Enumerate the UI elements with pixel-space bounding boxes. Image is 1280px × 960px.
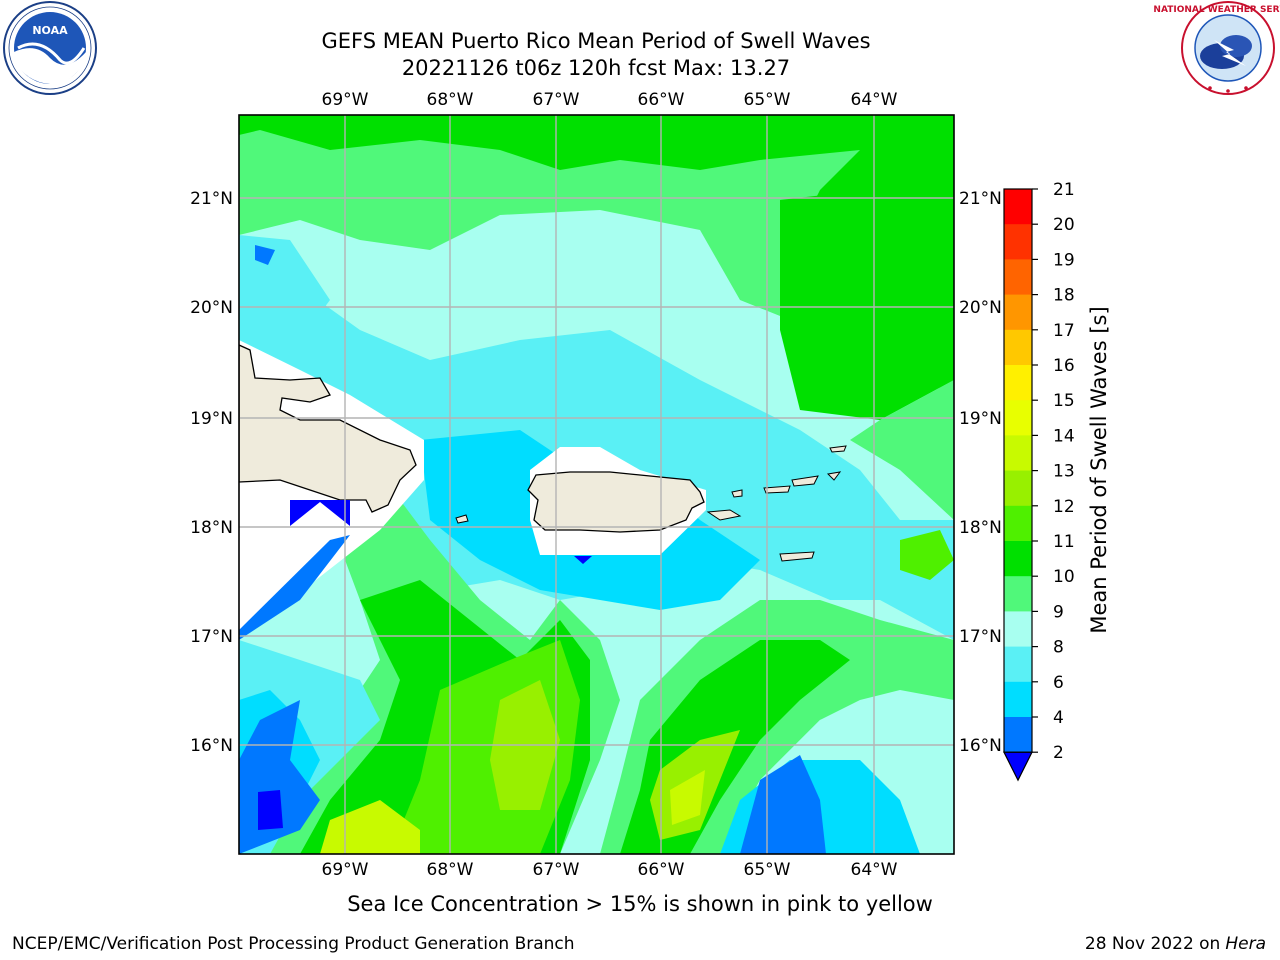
colorbar-tick-label: 12 — [1053, 497, 1075, 517]
field-9-10-north — [239, 115, 954, 400]
field-2-4-west-edge — [239, 535, 350, 640]
lat-label-left-1: 21°N — [190, 189, 233, 209]
field-9-10-east — [850, 380, 954, 520]
noaa-logo: NOAA — [3, 1, 97, 95]
field-under-2-southwest — [258, 790, 283, 830]
footer-machine: Hera — [1225, 934, 1266, 954]
land-tortola — [791, 475, 819, 487]
colorbar-band-11-12 — [1004, 505, 1032, 542]
colorbar-tick-label: 21 — [1053, 180, 1075, 200]
colorbar-tick-label: 6 — [1053, 673, 1064, 693]
colorbar-tick-label: 13 — [1053, 462, 1075, 482]
nws-ring-text: NATIONAL WEATHER SERVICE — [1153, 5, 1280, 15]
lat-label-right-5: 17°N — [959, 627, 1002, 647]
colorbar-band-17-18 — [1004, 294, 1032, 331]
colorbar-tick-label: 16 — [1053, 356, 1075, 376]
colorbar-band-15-16 — [1004, 365, 1032, 401]
footer-date: 28 Nov 2022 on — [1085, 934, 1220, 954]
colorbar-label: Mean Period of Swell Waves [s] — [1087, 306, 1111, 633]
colorbar-band-2-4 — [1004, 717, 1032, 753]
colorbar-band-6-8 — [1004, 646, 1032, 683]
chart-title: GEFS MEAN Puerto Rico Mean Period of Swe… — [321, 29, 870, 53]
colorbar-band-14-15 — [1004, 400, 1032, 436]
lon-label-top-2: 68°W — [427, 90, 474, 110]
lat-label-left-5: 17°N — [190, 627, 233, 647]
field-2-4-northwest — [255, 245, 275, 265]
colorbar-band-9-10 — [1004, 576, 1032, 612]
lat-label-left-4: 18°N — [190, 518, 233, 538]
colorbar-band-19-20 — [1004, 224, 1032, 260]
colorbar-tick-label: 4 — [1053, 708, 1064, 728]
sea-ice-note: Sea Ice Concentration > 15% is shown in … — [347, 892, 933, 916]
colorbar-tick-label: 17 — [1053, 321, 1075, 341]
lat-label-left-6: 16°N — [190, 736, 233, 756]
map-frame — [238, 114, 955, 855]
colorbar: 21 20 19 18 17 16 15 14 13 12 11 10 9 8 6 4 2 — [1003, 180, 1075, 782]
field-10-11-northeast — [780, 180, 954, 420]
nws-logo: NATIONAL WEATHER SERVICE — [1153, 1, 1280, 95]
colorbar-tick-label: 9 — [1053, 602, 1064, 622]
lon-label-top-4: 66°W — [638, 90, 685, 110]
colorbar-band-16-17 — [1004, 329, 1032, 366]
colorbar-tick-label: 14 — [1053, 426, 1075, 446]
field-2-4-southeast — [740, 755, 826, 854]
lat-label-right-6: 16°N — [959, 736, 1002, 756]
colorbar-band-18-19 — [1004, 259, 1032, 296]
colorbar-tick-label: 11 — [1053, 532, 1075, 552]
colorbar-tick-label: 10 — [1053, 567, 1075, 587]
colorbar-band-13-14 — [1004, 435, 1032, 472]
footer-branch: NCEP/EMC/Verification Post Processing Pr… — [12, 934, 575, 954]
lon-label-top-6: 64°W — [851, 90, 898, 110]
land-anegada — [829, 445, 847, 453]
field-13-14-southeast — [670, 770, 705, 825]
lon-label-top-3: 67°W — [533, 90, 580, 110]
colorbar-band-12-13 — [1004, 470, 1032, 507]
field-under-2-west — [290, 500, 350, 526]
colorbar-band-8-9 — [1004, 611, 1032, 648]
colorbar-band-10-11 — [1004, 541, 1032, 577]
lat-label-left-2: 20°N — [190, 298, 233, 318]
land-virgin-gorda — [826, 471, 842, 481]
colorbar-tick-label: 15 — [1053, 391, 1075, 411]
lon-label-bottom-4: 66°W — [638, 860, 685, 880]
land-culebra — [731, 489, 743, 498]
colorbar-band-20-21 — [1004, 189, 1032, 225]
colorbar-tick-label: 20 — [1053, 215, 1075, 235]
lon-label-top-5: 65°W — [744, 90, 791, 110]
lat-label-left-3: 19°N — [190, 409, 233, 429]
colorbar-tick-label: 8 — [1053, 638, 1064, 658]
land-st-croix — [779, 551, 815, 562]
lat-label-right-4: 18°N — [959, 518, 1002, 538]
land-mona — [455, 514, 469, 524]
field-11-12-east-pocket — [900, 530, 954, 580]
colorbar-extend-under — [1003, 751, 1033, 782]
lon-label-bottom-6: 64°W — [851, 860, 898, 880]
lon-label-bottom-5: 65°W — [744, 860, 791, 880]
map-plot — [239, 115, 954, 854]
colorbar-band-4-6 — [1004, 681, 1032, 718]
lat-label-right-1: 21°N — [959, 189, 1002, 209]
lon-label-top-1: 69°W — [322, 90, 369, 110]
lon-label-bottom-3: 67°W — [533, 860, 580, 880]
land-hispaniola — [239, 344, 417, 513]
land-puerto-rico — [527, 471, 705, 533]
colorbar-tick-label: 18 — [1053, 286, 1075, 306]
graticule — [239, 115, 954, 854]
lat-label-right-2: 20°N — [959, 298, 1002, 318]
lon-label-bottom-2: 68°W — [427, 860, 474, 880]
lat-label-right-3: 19°N — [959, 409, 1002, 429]
colorbar-tick-label: 19 — [1053, 250, 1075, 270]
field-under-2-pr-south — [574, 556, 592, 564]
noaa-logo-text: NOAA — [32, 24, 68, 37]
land-st-thomas — [763, 485, 791, 494]
chart-subtitle: 20221126 t06z 120h fcst Max: 13.27 — [402, 56, 790, 80]
lon-label-bottom-1: 69°W — [322, 860, 369, 880]
land-vieques — [706, 509, 742, 521]
colorbar-tick-label: 2 — [1053, 743, 1064, 763]
footer-date-line: 28 Nov 2022 on Hera — [1085, 934, 1266, 954]
